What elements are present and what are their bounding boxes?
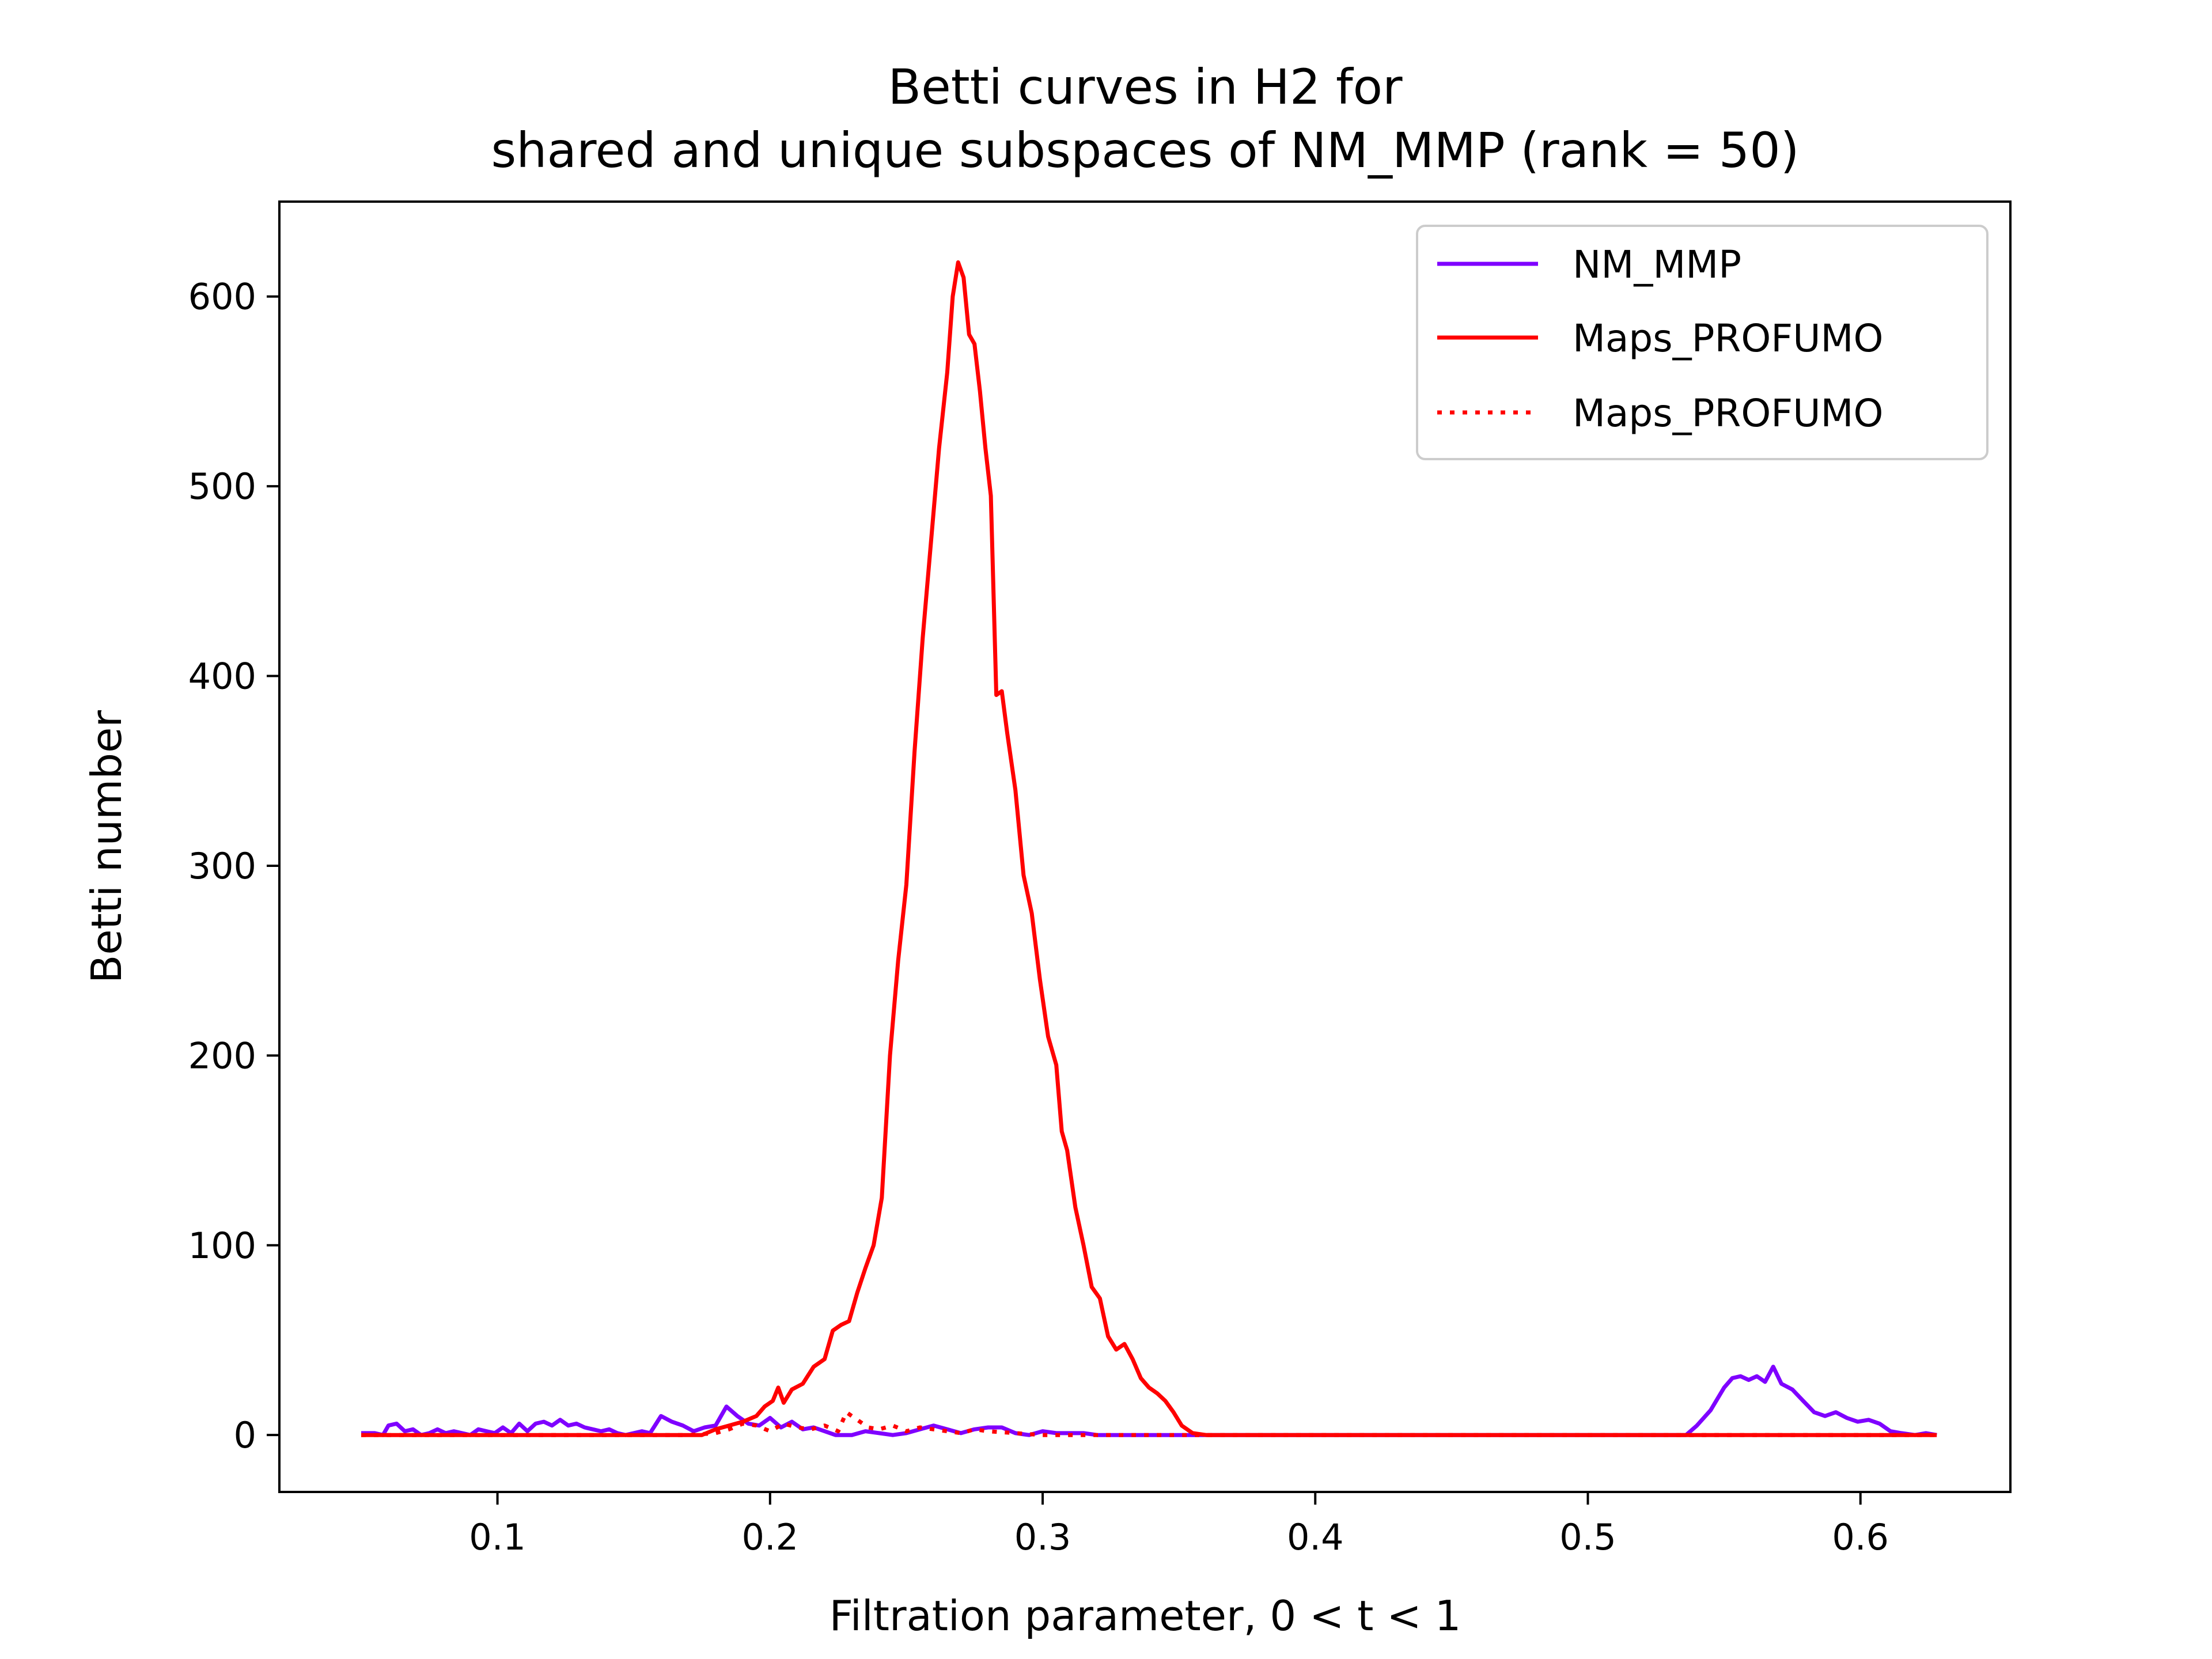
chart-title-line-2: shared and unique subspaces of NM_MMP (r… <box>491 122 1800 179</box>
x-tick-label: 0.5 <box>1559 1516 1616 1558</box>
x-axis-label: Filtration parameter, 0 < t < 1 <box>830 1592 1461 1640</box>
x-tick-label: 0.1 <box>469 1516 526 1558</box>
y-tick-label: 500 <box>188 465 256 507</box>
y-tick-label: 100 <box>188 1225 256 1267</box>
y-tick-label: 0 <box>234 1414 256 1456</box>
x-axis-ticks: 0.1 0.2 0.3 0.4 0.5 0.6 <box>469 1492 1889 1558</box>
legend-box <box>1416 225 1988 460</box>
legend: NM_MMP Maps_PROFUMO Maps_PROFUMO <box>1416 225 1988 460</box>
legend-label-nm-mmp: NM_MMP <box>1573 243 1741 287</box>
y-tick-label: 400 <box>188 656 256 698</box>
series-line-nm-mmp-solid <box>361 1365 1937 1437</box>
y-tick-label: 600 <box>188 276 256 318</box>
plot-lines <box>361 260 1937 1437</box>
series-line-maps-profumo-solid <box>361 260 1937 1437</box>
y-axis-ticks: 0 100 200 300 400 500 600 <box>188 276 279 1456</box>
legend-label-maps-profumo-dotted: Maps_PROFUMO <box>1573 391 1883 435</box>
y-axis-label: Betti number <box>82 710 131 983</box>
x-tick-label: 0.4 <box>1287 1516 1344 1558</box>
x-tick-label: 0.3 <box>1014 1516 1071 1558</box>
plot-frame <box>278 200 2012 1493</box>
series-line-maps-profumo-dotted <box>361 1410 1937 1437</box>
y-tick-label: 200 <box>188 1035 256 1077</box>
chart-title-line-1: Betti curves in H2 for <box>888 59 1403 115</box>
legend-label-maps-profumo-solid: Maps_PROFUMO <box>1573 316 1883 361</box>
y-tick-label: 300 <box>188 845 256 887</box>
x-tick-label: 0.2 <box>742 1516 799 1558</box>
x-tick-label: 0.6 <box>1832 1516 1889 1558</box>
